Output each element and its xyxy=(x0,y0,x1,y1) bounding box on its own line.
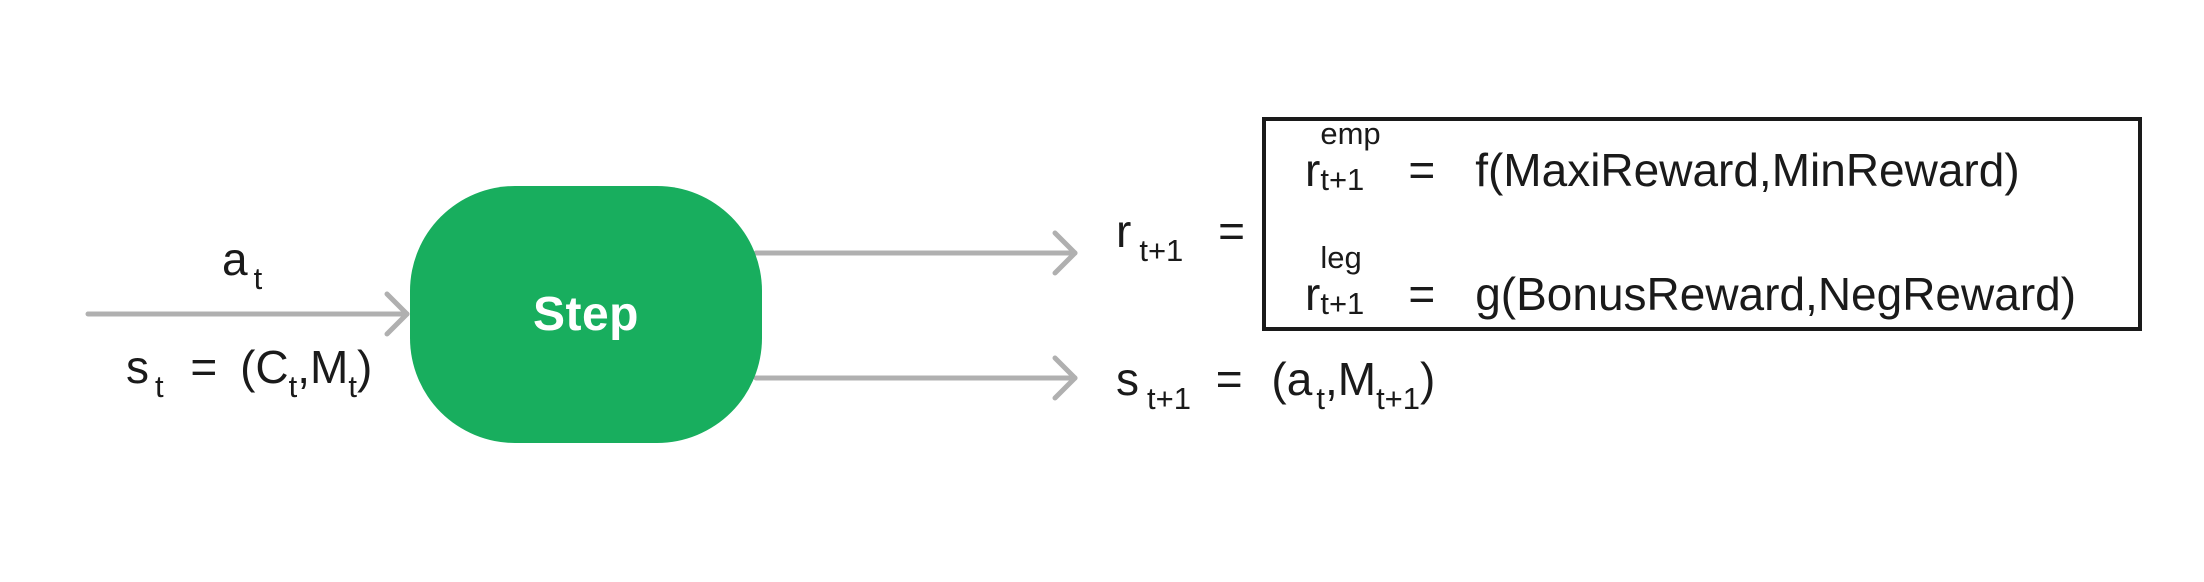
reward-component-leg: r leg t+1 = g(BonusReward,NegReward) xyxy=(1305,242,2077,320)
reward-components-box xyxy=(1262,117,2142,331)
input-state-c-sub: t xyxy=(288,369,298,404)
next-state-comma: , xyxy=(1324,353,1338,405)
reward-leg-formula: g(BonusReward,NegReward) xyxy=(1475,268,2077,320)
reward-leg-sup: leg xyxy=(1320,240,1362,275)
input-action-sub: t xyxy=(253,261,263,296)
reward-leg-equals: = xyxy=(1408,268,1436,320)
input-state-m-sub: t xyxy=(348,369,357,404)
reward-emp-symbol: r xyxy=(1305,144,1321,196)
reward-sub: t+1 xyxy=(1139,233,1184,268)
reward-emp-formula: f(MaxiReward,MinReward) xyxy=(1475,144,2020,196)
step-node: Step xyxy=(410,186,762,443)
input-state-c: C xyxy=(255,341,289,393)
reward-leg-sub: t+1 xyxy=(1320,286,1365,321)
reward-symbol: r xyxy=(1116,205,1132,257)
input-action-symbol: a xyxy=(222,233,248,285)
next-state-sub: t+1 xyxy=(1147,381,1191,416)
next-state-label: s t+1 = (a t,Mt+1) xyxy=(1116,353,1436,414)
input-state-symbol: s xyxy=(126,341,149,393)
reward-arrow-head xyxy=(1052,230,1078,276)
next-state-m-sub: t+1 xyxy=(1376,381,1421,416)
input-state-equals: = xyxy=(190,341,218,393)
reward-emp-equals: = xyxy=(1408,144,1436,196)
input-state-comma: , xyxy=(297,341,311,393)
input-arrow-head xyxy=(384,291,410,337)
reward-leg-indices: leg t+1 xyxy=(1320,242,1392,319)
next-state-equals: = xyxy=(1215,353,1243,405)
reward-emp-indices: emp t+1 xyxy=(1320,118,1392,195)
step-label: Step xyxy=(532,288,639,341)
input-state-close: ) xyxy=(356,341,373,393)
next-state-a-sub: t xyxy=(1316,381,1325,416)
next-state-open: ( xyxy=(1271,353,1287,405)
input-state-m: M xyxy=(310,341,349,393)
reward-component-emp: r emp t+1 = f(MaxiReward,MinReward) xyxy=(1305,118,2020,196)
reward-leg-symbol: r xyxy=(1305,268,1321,320)
reward-emp-sub: t+1 xyxy=(1320,162,1365,197)
reward-emp-sup: emp xyxy=(1320,116,1381,151)
reward-label: r t+1 = xyxy=(1116,205,1245,266)
next-state-m: M xyxy=(1337,353,1377,405)
input-state-sub: t xyxy=(155,369,164,404)
next-state-a: a xyxy=(1286,353,1313,405)
next-state-arrow-head xyxy=(1052,355,1078,401)
reward-equals: = xyxy=(1218,205,1245,257)
next-state-close: ) xyxy=(1420,353,1436,405)
input-state-open: ( xyxy=(240,341,256,393)
next-state-symbol: s xyxy=(1116,353,1139,405)
